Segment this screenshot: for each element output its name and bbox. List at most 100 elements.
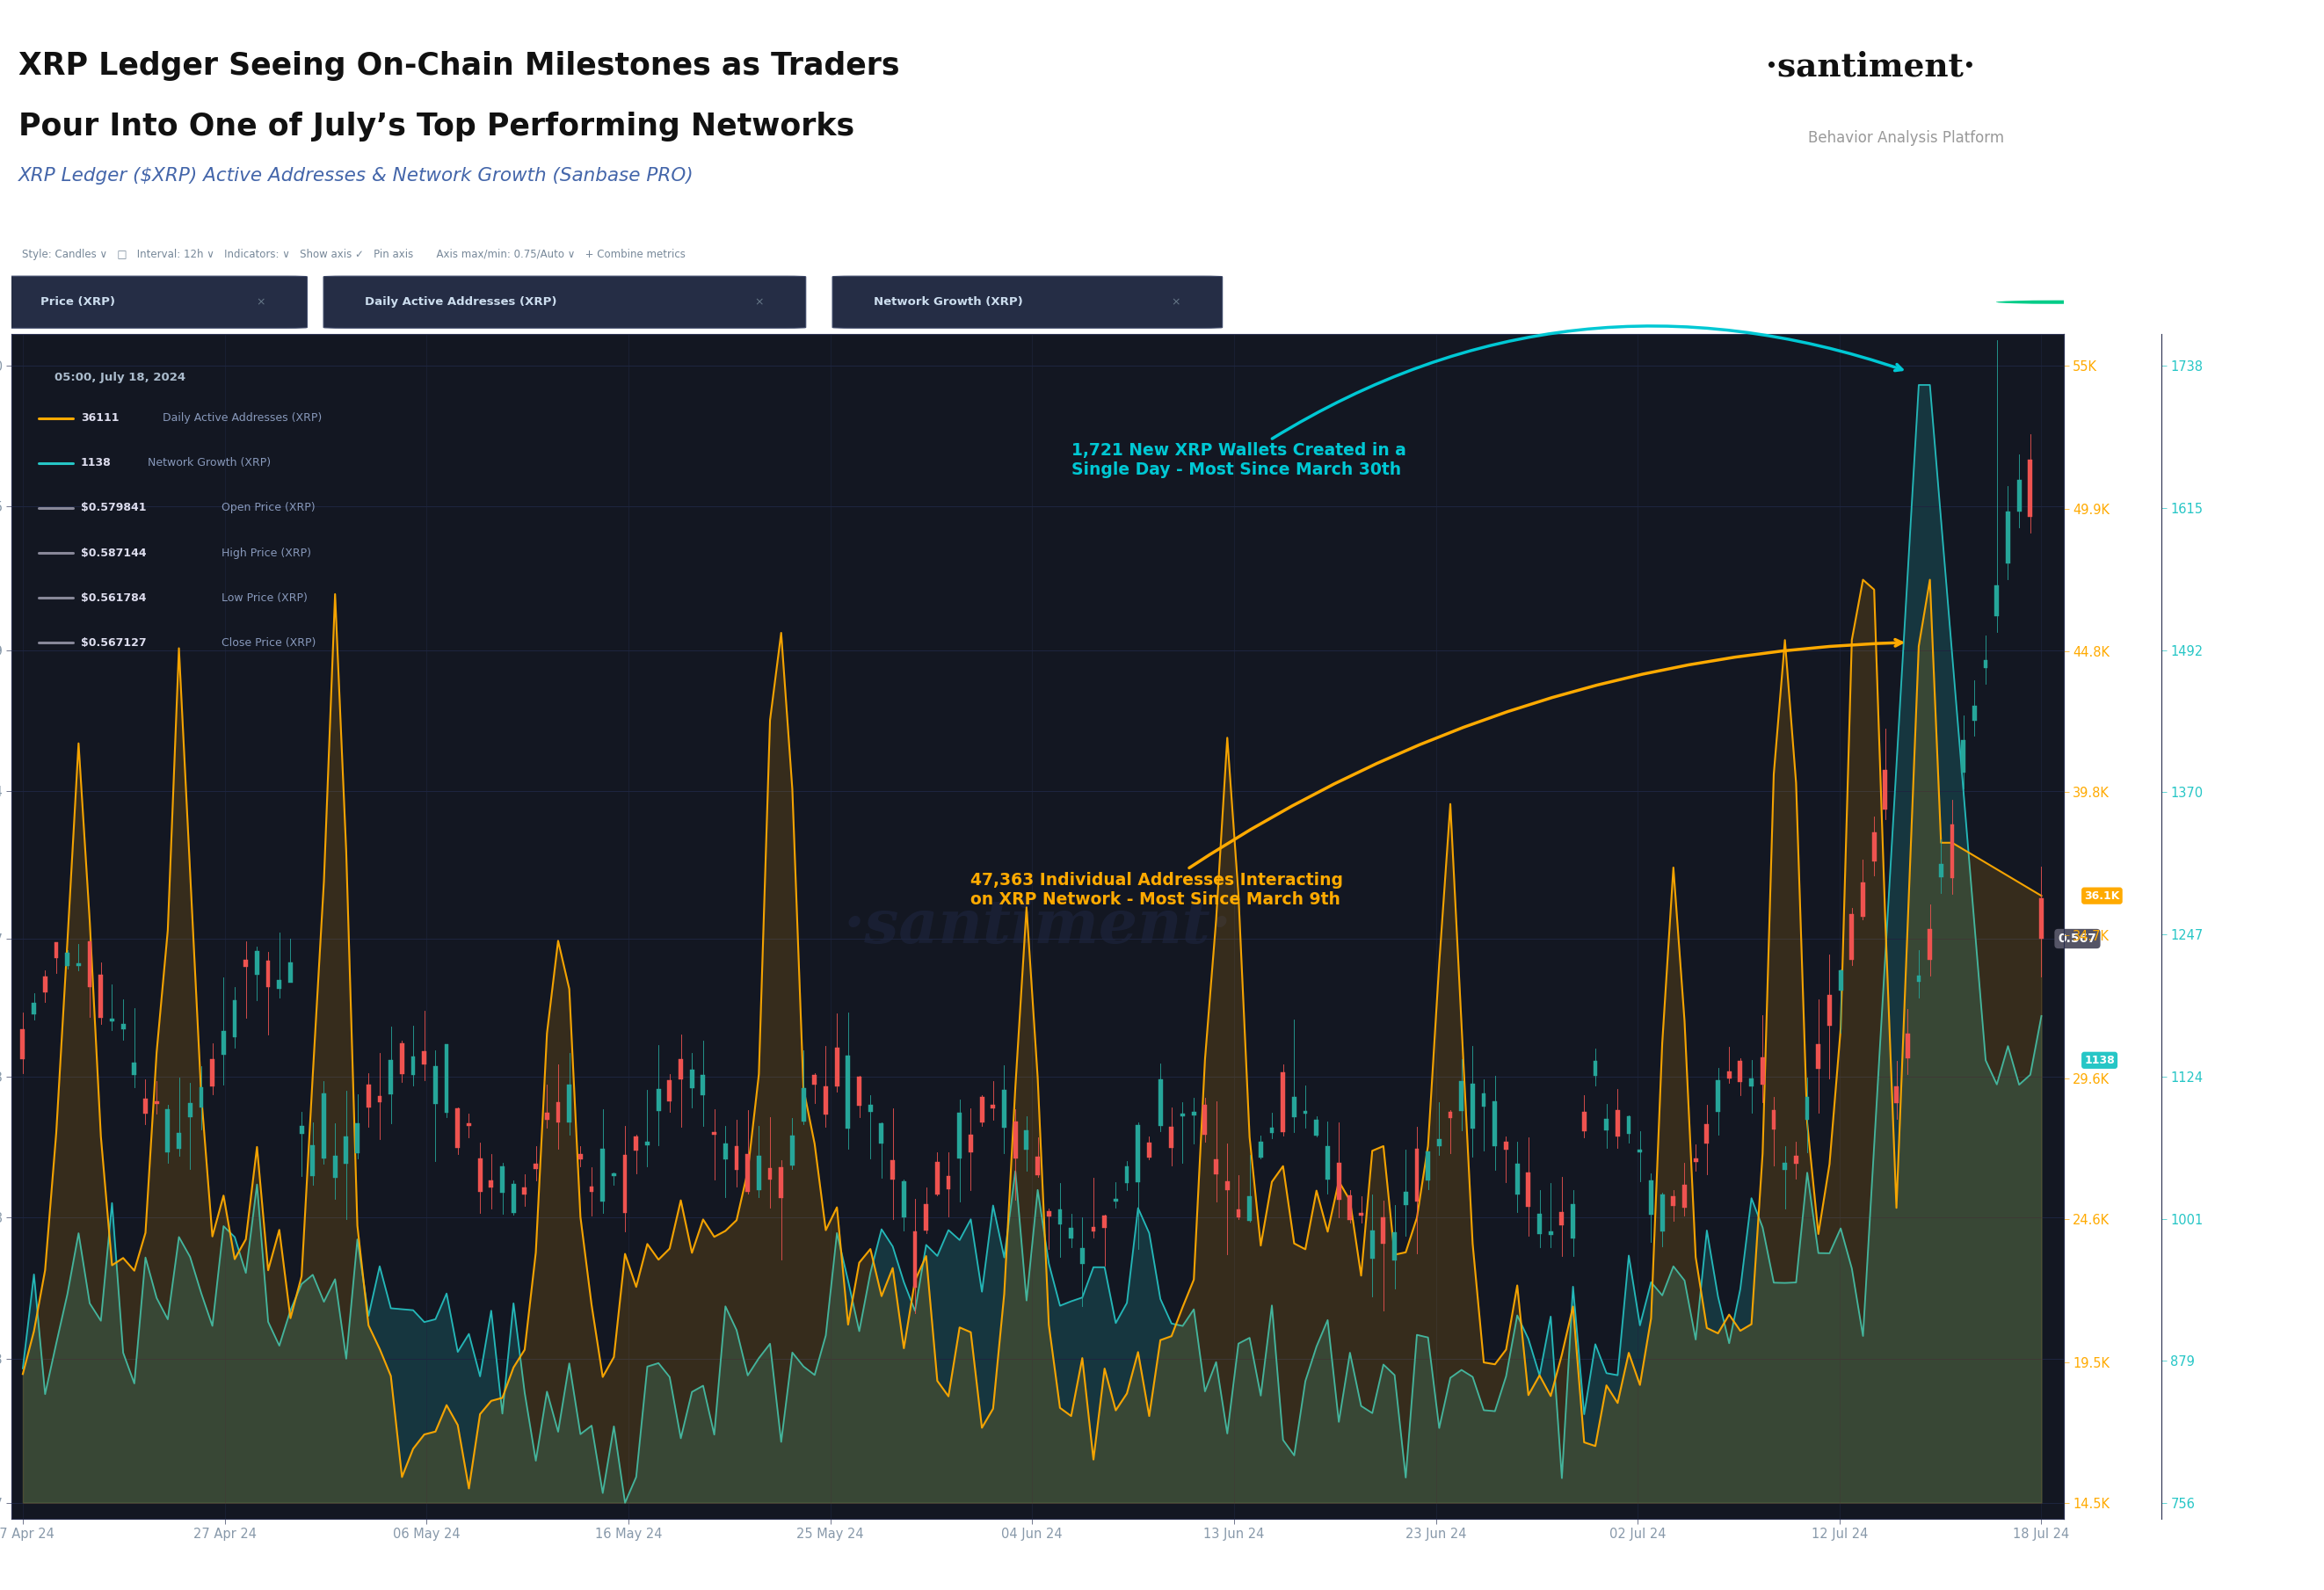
Text: 0.567: 0.567 bbox=[2059, 933, 2096, 944]
Bar bbox=[200, 1088, 202, 1108]
Bar bbox=[311, 1145, 314, 1177]
Bar bbox=[177, 1132, 181, 1148]
Bar bbox=[1371, 1231, 1373, 1259]
Bar bbox=[188, 1103, 193, 1116]
Bar bbox=[1538, 1213, 1541, 1234]
Bar bbox=[300, 1126, 304, 1134]
Bar bbox=[98, 975, 102, 1018]
Text: ×: × bbox=[755, 296, 765, 308]
Bar bbox=[1929, 929, 1931, 960]
Bar bbox=[153, 1102, 158, 1103]
Bar bbox=[332, 1156, 337, 1178]
Bar bbox=[890, 1161, 895, 1180]
Bar bbox=[723, 1143, 727, 1159]
Bar bbox=[1260, 1142, 1262, 1158]
Text: High Price (XRP): High Price (XRP) bbox=[218, 547, 311, 558]
Bar bbox=[1471, 1084, 1476, 1129]
Bar bbox=[1380, 1218, 1385, 1243]
Text: ·santiment·: ·santiment· bbox=[844, 897, 1232, 956]
Bar bbox=[1204, 1105, 1206, 1135]
Bar bbox=[456, 1108, 460, 1148]
Bar bbox=[790, 1135, 795, 1165]
Bar bbox=[981, 1097, 983, 1123]
Bar bbox=[779, 1167, 783, 1197]
Text: Low Price (XRP): Low Price (XRP) bbox=[218, 591, 307, 604]
Bar bbox=[1950, 825, 1954, 878]
Bar bbox=[925, 1204, 927, 1231]
FancyBboxPatch shape bbox=[323, 277, 806, 328]
Bar bbox=[21, 1030, 26, 1059]
Bar bbox=[834, 1048, 839, 1086]
Bar bbox=[734, 1146, 739, 1170]
Bar bbox=[767, 1169, 772, 1180]
Text: Style: Candles ∨   □   Interval: 12h ∨   Indicators: ∨   Show axis ✓   Pin axis : Style: Candles ∨ □ Interval: 12h ∨ Indic… bbox=[21, 248, 686, 261]
Bar bbox=[33, 1003, 37, 1014]
Bar bbox=[1002, 1091, 1006, 1127]
Bar bbox=[913, 1231, 918, 1288]
Bar bbox=[1281, 1072, 1285, 1132]
Bar bbox=[1615, 1110, 1620, 1137]
Bar bbox=[1092, 1227, 1095, 1231]
Bar bbox=[1527, 1172, 1532, 1207]
Bar bbox=[679, 1059, 683, 1080]
Text: 36111: 36111 bbox=[81, 412, 119, 423]
Bar bbox=[53, 943, 58, 957]
Bar bbox=[1650, 1180, 1652, 1215]
Bar bbox=[802, 1089, 806, 1121]
Bar bbox=[1236, 1210, 1241, 1218]
Bar bbox=[1917, 975, 1922, 981]
Text: Network Growth (XRP): Network Growth (XRP) bbox=[874, 296, 1023, 308]
Bar bbox=[1794, 1156, 1799, 1164]
Text: 05:00, July 18, 2024: 05:00, July 18, 2024 bbox=[56, 372, 186, 383]
Bar bbox=[288, 962, 293, 983]
Bar bbox=[1671, 1196, 1676, 1207]
Bar bbox=[1336, 1162, 1341, 1199]
Bar bbox=[1325, 1146, 1329, 1180]
Bar bbox=[869, 1105, 872, 1111]
Bar bbox=[1348, 1196, 1353, 1220]
Bar bbox=[500, 1165, 504, 1192]
Bar bbox=[1081, 1248, 1085, 1264]
Text: Daily Active Addresses (XRP): Daily Active Addresses (XRP) bbox=[365, 296, 558, 308]
Bar bbox=[590, 1186, 593, 1191]
Bar bbox=[1069, 1227, 1074, 1239]
Bar bbox=[1102, 1215, 1106, 1227]
Text: 1138: 1138 bbox=[2085, 1054, 2115, 1065]
Bar bbox=[1571, 1204, 1576, 1239]
Bar bbox=[444, 1045, 449, 1113]
Bar bbox=[1157, 1080, 1162, 1126]
Bar bbox=[1304, 1111, 1308, 1113]
Bar bbox=[1638, 1150, 1643, 1153]
Bar bbox=[1404, 1191, 1408, 1205]
Bar bbox=[1459, 1081, 1464, 1111]
Bar bbox=[1037, 1158, 1039, 1175]
Bar bbox=[1827, 995, 1831, 1026]
Bar bbox=[1961, 741, 1966, 773]
Bar bbox=[646, 1142, 648, 1145]
Bar bbox=[376, 1096, 381, 1102]
Bar bbox=[88, 941, 93, 987]
Bar bbox=[277, 979, 281, 989]
Bar bbox=[1862, 882, 1866, 916]
Text: Behavior Analysis Platform: Behavior Analysis Platform bbox=[1808, 130, 2003, 146]
Bar bbox=[256, 951, 258, 975]
Bar bbox=[144, 1099, 146, 1113]
Bar bbox=[655, 1089, 660, 1111]
FancyBboxPatch shape bbox=[0, 277, 307, 328]
Circle shape bbox=[1996, 301, 2119, 304]
Bar bbox=[1225, 1181, 1229, 1189]
Bar bbox=[1436, 1138, 1441, 1146]
Bar bbox=[1448, 1111, 1452, 1118]
Bar bbox=[878, 1124, 883, 1143]
Bar bbox=[1806, 1097, 1810, 1119]
Bar bbox=[356, 1124, 360, 1153]
Bar bbox=[244, 960, 249, 967]
Bar bbox=[1994, 585, 1999, 615]
Bar bbox=[1248, 1196, 1253, 1221]
Bar bbox=[567, 1084, 572, 1123]
Bar bbox=[1415, 1150, 1420, 1202]
Bar bbox=[411, 1057, 416, 1075]
Bar bbox=[690, 1070, 695, 1088]
Bar bbox=[1627, 1116, 1631, 1134]
Bar bbox=[813, 1075, 816, 1084]
